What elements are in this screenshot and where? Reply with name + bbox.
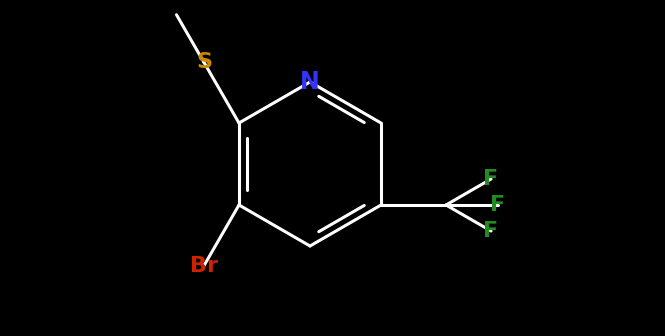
Text: S: S bbox=[196, 52, 212, 72]
Text: F: F bbox=[491, 195, 505, 215]
Text: F: F bbox=[483, 221, 499, 241]
Text: F: F bbox=[483, 169, 499, 189]
Text: Br: Br bbox=[190, 256, 218, 276]
Text: N: N bbox=[300, 70, 320, 94]
